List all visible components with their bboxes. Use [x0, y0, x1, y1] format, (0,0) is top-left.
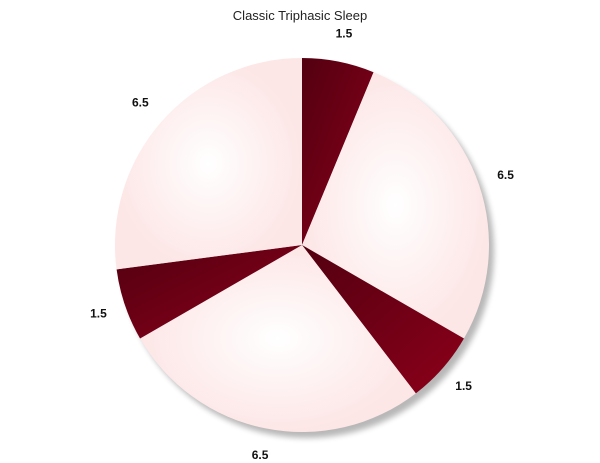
pie-slice-5 — [116, 245, 302, 339]
pie-slice-4 — [140, 245, 416, 432]
slice-label-3: 1.5 — [455, 379, 472, 393]
slice-label-2: 6.5 — [497, 168, 514, 182]
slice-label-5: 1.5 — [90, 306, 107, 320]
pie-slice-2 — [302, 72, 489, 339]
slice-label-1: 1.5 — [336, 26, 353, 40]
slice-label-4: 6.5 — [252, 448, 269, 462]
chart-title: Classic Triphasic Sleep — [232, 8, 368, 23]
pie-slice-6 — [115, 58, 302, 270]
pie-slice-3 — [302, 245, 464, 394]
slice-label-6: 6.5 — [132, 95, 149, 109]
pie-slice-1 — [302, 58, 374, 245]
